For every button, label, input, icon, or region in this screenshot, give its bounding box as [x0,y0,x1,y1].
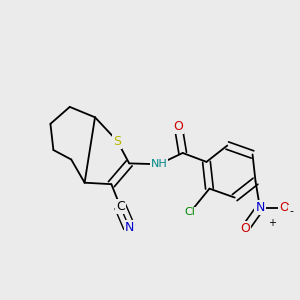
Text: +: + [268,218,276,228]
Text: C: C [116,200,125,213]
Text: Cl: Cl [185,207,196,218]
Text: O: O [173,120,183,133]
Text: O: O [279,202,289,214]
Text: S: S [113,135,121,148]
Text: N: N [124,221,134,234]
Text: N: N [255,202,265,214]
Text: O: O [240,222,250,235]
Text: -: - [289,206,293,216]
Text: NH: NH [151,159,167,169]
